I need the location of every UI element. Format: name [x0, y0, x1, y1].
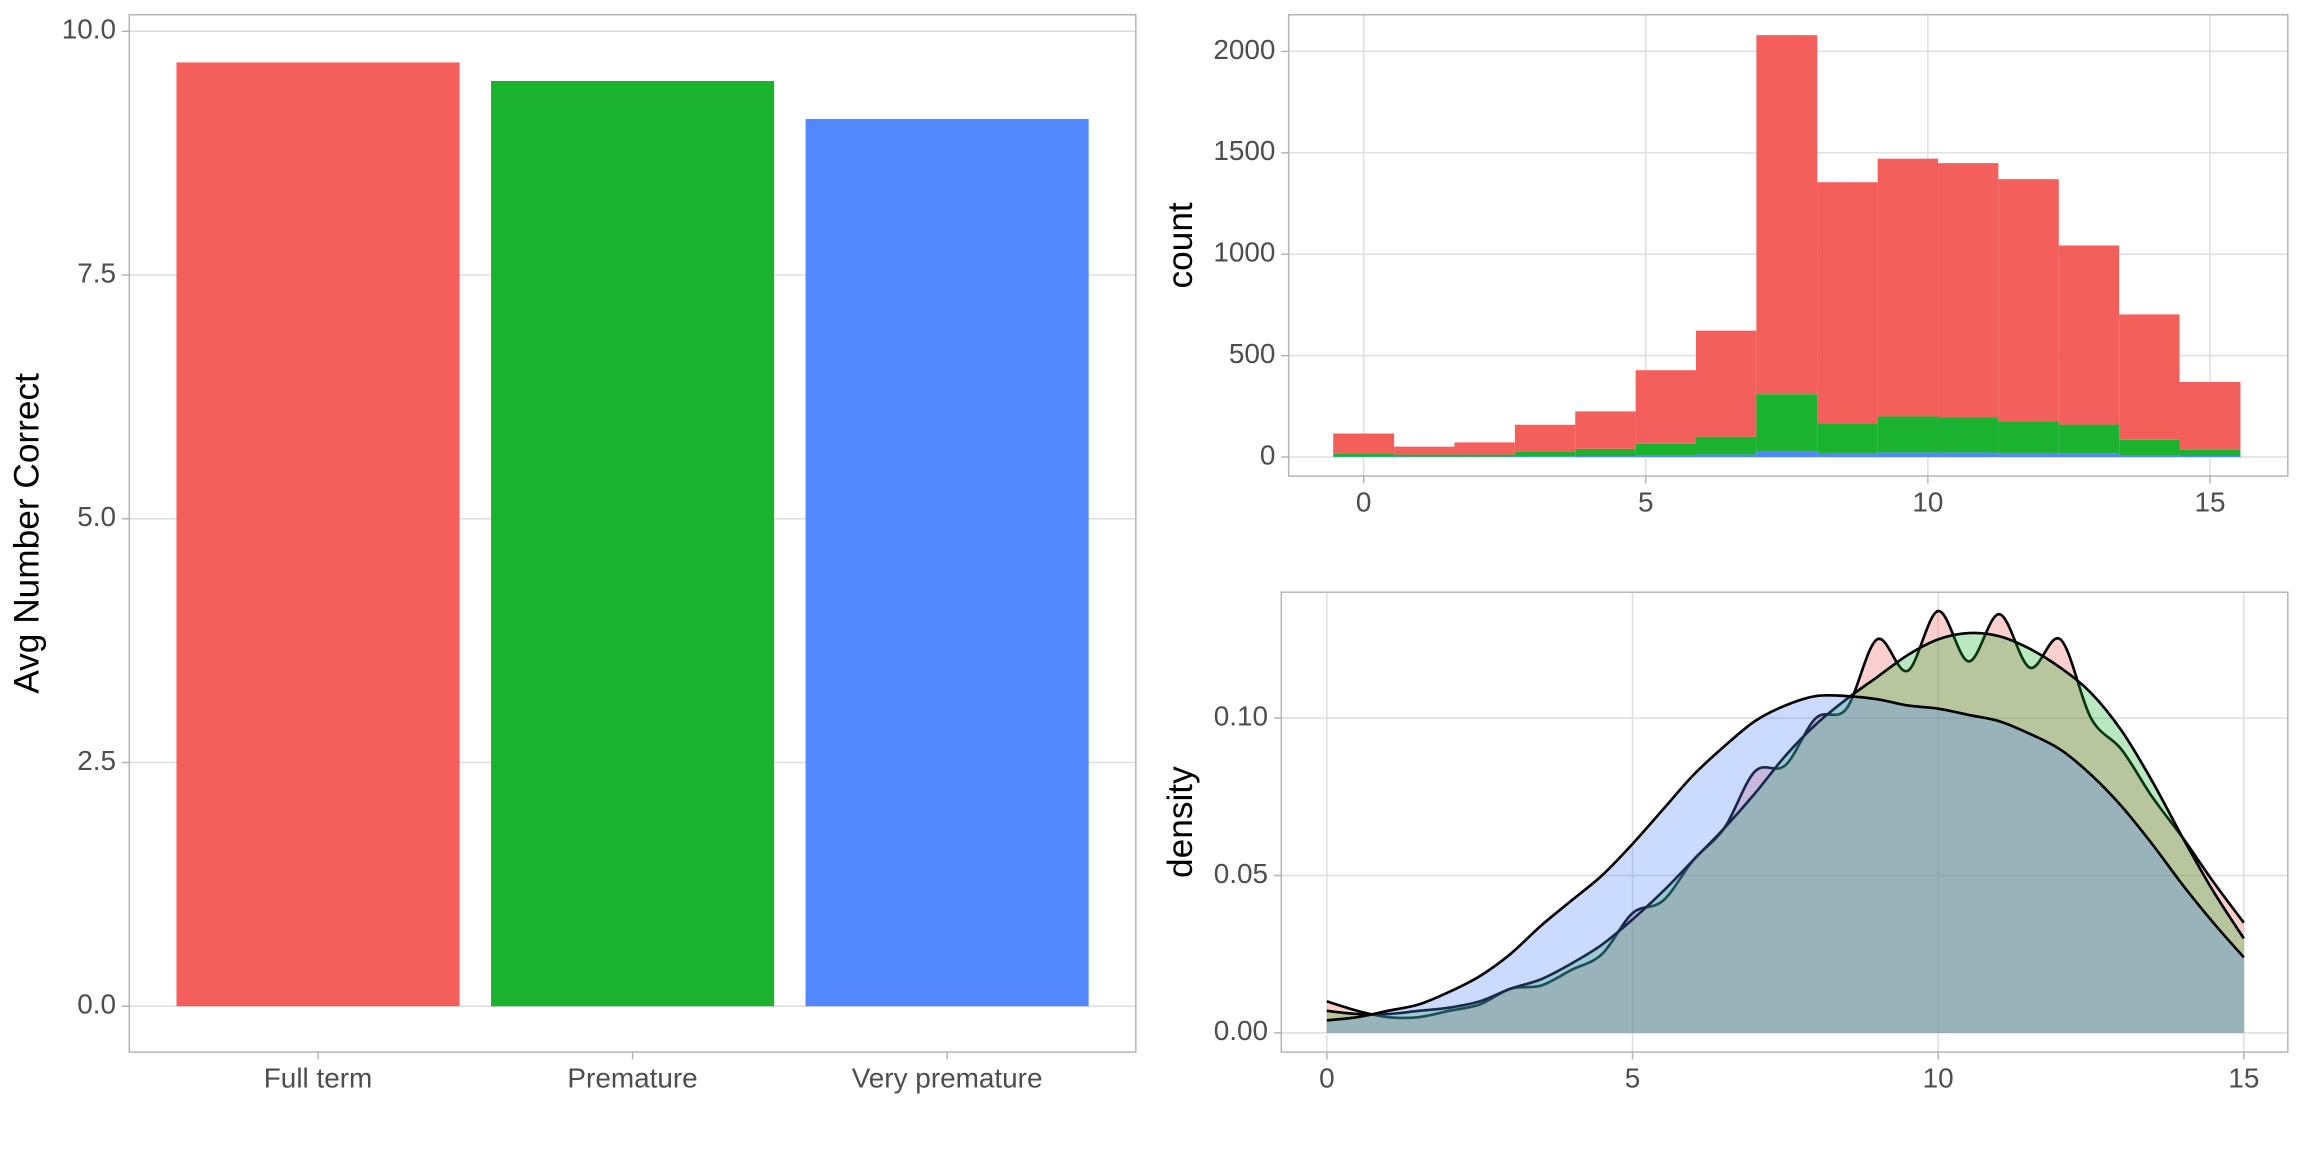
- histogram-bar: [1575, 411, 1636, 449]
- histogram-bar: [2119, 314, 2180, 440]
- y-axis-title: Avg Number Correct: [8, 373, 47, 694]
- histogram-bar: [1756, 394, 1818, 451]
- histogram-bar: [2058, 453, 2120, 458]
- y-tick-label: 1000: [1213, 237, 1275, 268]
- histogram-bar: [1454, 454, 1515, 457]
- histogram-bar: [1695, 330, 1757, 437]
- histogram-bar: [1575, 448, 1636, 457]
- x-tick-label: 5: [1625, 1062, 1641, 1093]
- x-tick-label: Premature: [567, 1062, 697, 1093]
- histogram-bar: [1635, 443, 1696, 456]
- histogram-bar: [2058, 245, 2120, 425]
- histogram-bar: [1756, 450, 1818, 458]
- histogram-bar: [1514, 424, 1576, 452]
- x-tick-label: Full term: [264, 1062, 373, 1093]
- histogram-bar: [1938, 417, 1999, 453]
- histogram-bar: [1575, 456, 1636, 458]
- y-tick-label: 0.0: [77, 989, 116, 1020]
- histogram-bar: [1394, 446, 1455, 455]
- y-tick-label: 2000: [1213, 34, 1275, 65]
- histogram-bar: [1635, 455, 1696, 458]
- histogram-bar: [1817, 423, 1878, 453]
- x-tick-label: 10: [1923, 1062, 1954, 1093]
- x-tick-label: 15: [2228, 1062, 2259, 1093]
- density-line: [1326, 631, 2245, 1016]
- histogram-bar: [1695, 454, 1757, 458]
- histogram-bar: [1514, 456, 1576, 458]
- histogram-bar: [2119, 439, 2180, 455]
- x-tick-label: 15: [2194, 486, 2225, 517]
- y-tick-label: 0.05: [1214, 858, 1268, 889]
- histogram-bar: [1756, 35, 1818, 395]
- histogram-bar: [1877, 416, 1939, 453]
- histogram-bar: [1817, 452, 1878, 458]
- density-line: [1326, 609, 2245, 1020]
- y-tick-label: 2.5: [77, 745, 116, 776]
- y-tick-label: 1500: [1213, 135, 1275, 166]
- x-tick-label: 0: [1319, 1062, 1335, 1093]
- histogram-bar: [1514, 451, 1576, 457]
- panel-background: [1281, 592, 2288, 1053]
- histogram-bar: [1454, 442, 1515, 455]
- histogram-bar: [1877, 158, 1939, 417]
- histogram-bar: [2179, 381, 2241, 450]
- density-area: [1326, 611, 2244, 1033]
- y-tick-label: 10.0: [62, 14, 116, 45]
- y-axis-title: count: [1161, 202, 1200, 288]
- histogram-bar: [1817, 182, 1878, 424]
- y-tick-label: 7.5: [77, 257, 116, 288]
- bar: [491, 80, 775, 1007]
- bar: [805, 119, 1089, 1007]
- bar: [176, 62, 460, 1007]
- y-tick-label: 500: [1229, 338, 1276, 369]
- x-tick-label: Very premature: [852, 1062, 1043, 1093]
- histogram-bar: [2179, 456, 2241, 458]
- histogram-bar: [2119, 454, 2180, 458]
- histogram-bar: [1635, 370, 1696, 444]
- histogram-bar: [1394, 454, 1455, 457]
- histogram-bar: [2179, 449, 2241, 457]
- histogram-bar: [1938, 452, 1999, 458]
- histogram-bar: [1333, 433, 1395, 454]
- panel-border: [1287, 13, 2289, 477]
- histogram-bar: [1998, 421, 2059, 453]
- histogram-bar: [1877, 452, 1939, 458]
- y-axis-title: density: [1161, 766, 1200, 878]
- density-area: [1326, 632, 2244, 1033]
- histogram-bar: [1333, 453, 1395, 457]
- panel-border: [1280, 591, 2289, 1053]
- histogram-bar: [2058, 424, 2120, 454]
- panel-border: [128, 13, 1137, 1053]
- x-tick-label: 0: [1356, 486, 1372, 517]
- histogram-bar: [1998, 452, 2059, 458]
- y-tick-label: 5.0: [77, 501, 116, 532]
- y-tick-label: 0.00: [1214, 1015, 1268, 1046]
- x-tick-label: 10: [1912, 486, 1943, 517]
- histogram-bar: [1695, 436, 1757, 455]
- histogram-bar: [1998, 179, 2059, 422]
- y-tick-label: 0: [1260, 439, 1276, 470]
- y-tick-label: 0.10: [1214, 700, 1268, 731]
- density-line: [1326, 693, 2245, 1022]
- x-tick-label: 5: [1638, 486, 1654, 517]
- histogram-bar: [1938, 163, 1999, 418]
- density-area: [1326, 695, 2244, 1033]
